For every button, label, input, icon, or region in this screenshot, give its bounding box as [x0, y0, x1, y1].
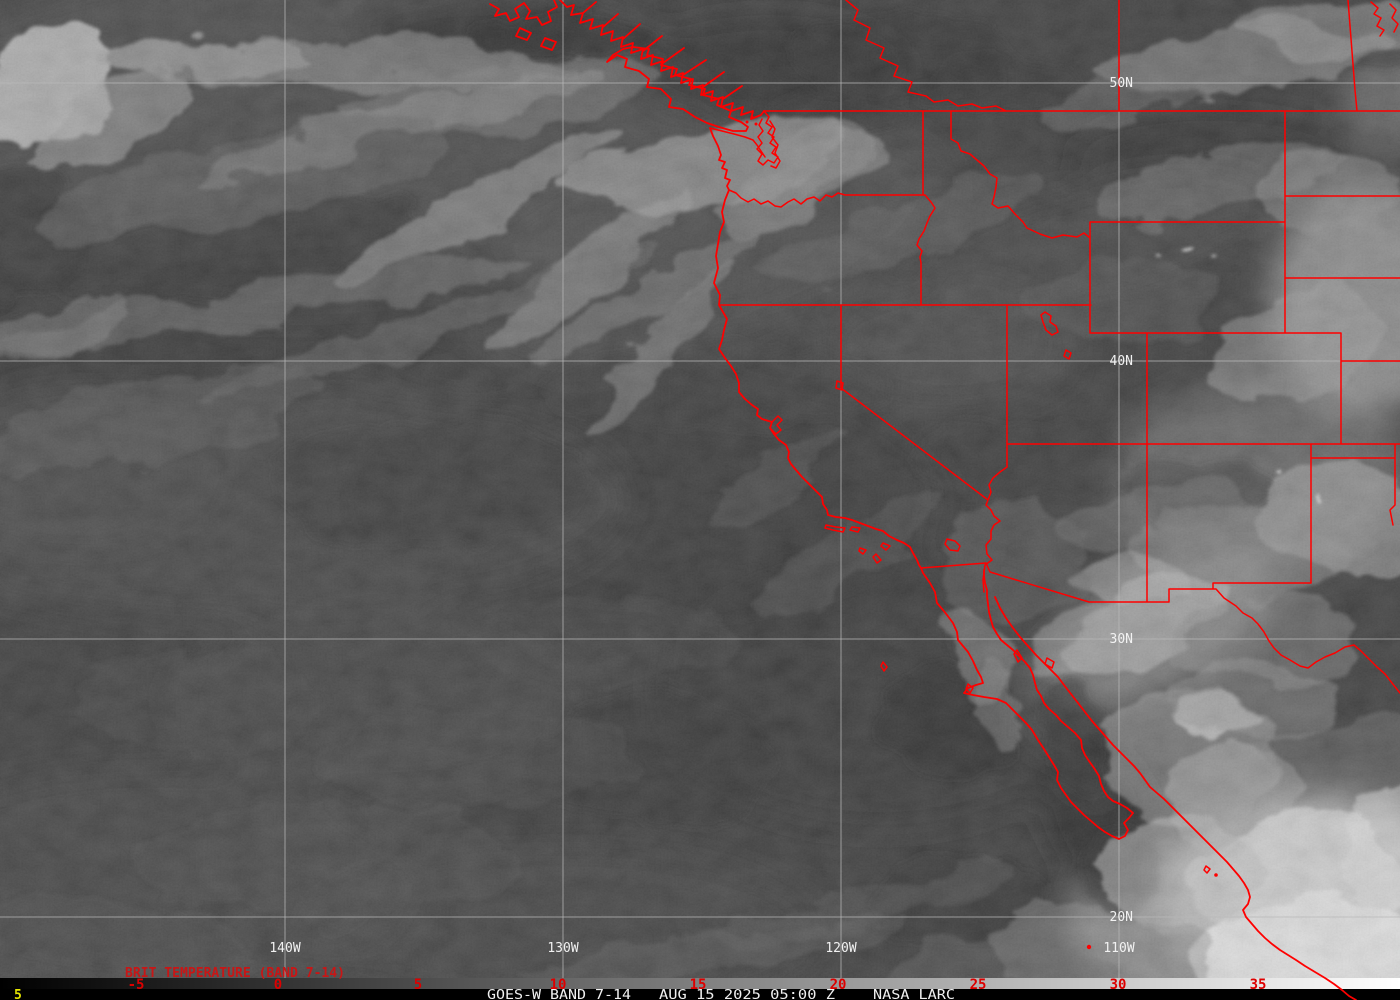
longitude-label: 140W: [269, 941, 300, 956]
temperature-colorbar: [0, 978, 1400, 989]
colorbar-title: BRIT TEMPERATURE (BAND 7-14): [125, 966, 345, 981]
colorbar-tick: 10: [550, 977, 567, 993]
island-dots: [745, 115, 1218, 950]
colorbar-tick: 30: [1110, 977, 1127, 993]
footer-satellite-name: GOES-W BAND 7-14: [487, 988, 631, 1000]
socorro-island-dot: [1086, 944, 1092, 950]
pacific-coastline-path: [709, 127, 1134, 840]
latitude-labels: 50N 40N 30N 20N: [1110, 76, 1133, 925]
colorbar-tick: 20: [830, 977, 847, 993]
latitude-label: 30N: [1110, 632, 1133, 647]
longitude-label: 110W: [1103, 941, 1134, 956]
footer-source: NASA LARC: [873, 988, 955, 1000]
colorbar-tick: -5: [128, 977, 145, 993]
latlon-gridlines: [0, 0, 1400, 978]
colorbar-tick: 5: [414, 977, 422, 993]
colorbar-tick: 0: [274, 977, 282, 993]
latitude-label: 40N: [1110, 354, 1133, 369]
vancouver-island-path: [606, 46, 749, 132]
colorbar-tick: 35: [1250, 977, 1267, 993]
longitude-label: 120W: [825, 941, 856, 956]
latitude-label: 50N: [1110, 76, 1133, 91]
footer-bar: [0, 989, 1400, 1000]
state-borders-path: [718, 0, 1400, 694]
longitude-label: 130W: [547, 941, 578, 956]
map-boundary-overlay: [489, 0, 1400, 1000]
footer-datetime: AUG 15 2025 05:00 Z: [659, 988, 835, 1000]
colorbar-tick: 25: [970, 977, 987, 993]
lakes-islands-path: [770, 311, 1211, 874]
colorbar-tick: 15: [690, 977, 707, 993]
footer-caption: GOES-W BAND 7-14 AUG 15 2025 05:00 Z NAS…: [487, 988, 955, 1000]
puget-sound-path: [709, 110, 781, 169]
grain-texture: [0, 0, 1400, 978]
mexico-mainland-coastline-path: [994, 596, 1357, 1000]
longitude-labels: 140W 130W 120W 110W: [269, 941, 1134, 956]
latitude-label: 20N: [1110, 910, 1133, 925]
colorbar-tick-labels: -5 0 5 10 15 20 25 30 35: [128, 977, 1267, 993]
footer-left-value: 5: [14, 988, 22, 1000]
